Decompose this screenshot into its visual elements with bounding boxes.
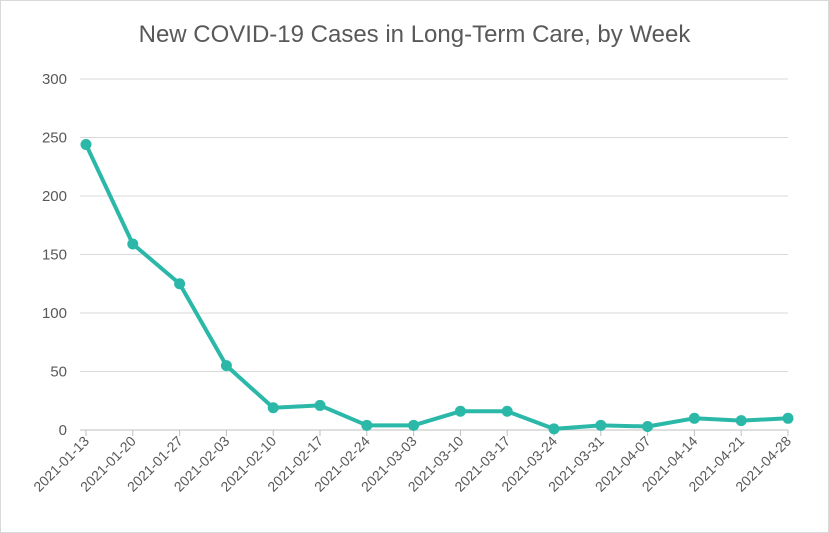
data-point — [314, 399, 326, 411]
data-point — [127, 238, 139, 250]
data-point — [80, 139, 92, 151]
y-tick-label: 0 — [59, 422, 67, 439]
y-tick-labels: 0 50 100 150 200 250 300 — [42, 71, 67, 439]
data-point — [408, 419, 420, 431]
data-point — [735, 415, 747, 427]
y-tick-label: 200 — [42, 188, 67, 205]
y-tick-label: 250 — [42, 130, 67, 147]
y-tick-label: 50 — [50, 364, 67, 381]
data-point — [454, 405, 466, 417]
data-point — [361, 419, 373, 431]
data-point — [501, 405, 513, 417]
data-point — [688, 412, 700, 424]
data-point — [548, 423, 560, 435]
chart-title: New COVID-19 Cases in Long-Term Care, by… — [138, 21, 691, 48]
axes — [80, 429, 789, 436]
data-point — [782, 412, 794, 424]
data-point — [642, 420, 654, 432]
data-points — [80, 139, 794, 435]
data-point — [220, 360, 232, 372]
y-tick-label: 300 — [42, 71, 67, 88]
data-point — [595, 419, 607, 431]
data-point — [267, 402, 279, 414]
x-tick-labels: 2021-01-132021-01-202021-01-272021-02-03… — [30, 433, 794, 495]
y-tick-label: 150 — [42, 247, 67, 264]
y-tick-label: 100 — [42, 305, 67, 322]
data-point — [174, 278, 186, 290]
series-line — [84, 142, 790, 431]
series-line-layer — [84, 142, 790, 431]
gridlines — [80, 78, 788, 372]
